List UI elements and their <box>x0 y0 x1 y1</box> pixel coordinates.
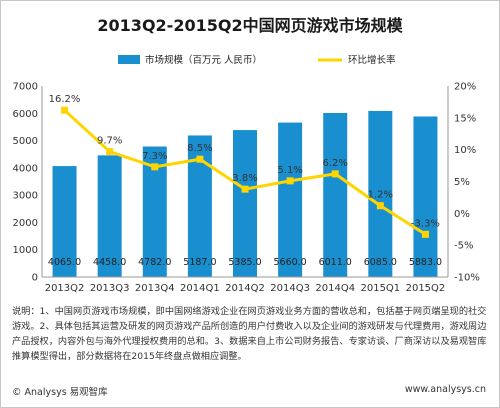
bar <box>368 110 393 277</box>
bar-value-label: 6085.0 <box>364 257 397 268</box>
line-value-label: 6.2% <box>323 158 348 169</box>
right-tick-label: 10% <box>454 145 476 156</box>
x-tick-label: 2014Q3 <box>270 283 310 294</box>
bar-value-label: 5883.0 <box>409 257 442 268</box>
left-tick-label: 6000 <box>13 109 38 120</box>
x-tick-label: 2013Q4 <box>135 283 175 294</box>
right-tick-label: 0% <box>454 209 470 220</box>
x-tick-label: 2014Q1 <box>180 283 220 294</box>
left-tick-label: 2000 <box>13 218 38 229</box>
axes-layer: 0 1000 2000 3000 4000 5000 6000 7000 -10% -5% 0% 5%… <box>13 82 480 295</box>
footer-url: www.analysys.cn <box>404 384 486 395</box>
left-tick-label: 3000 <box>13 191 38 202</box>
chart-title: 2013Q2-2015Q2中国网页游戏市场规模 <box>97 16 403 35</box>
x-tick-label: 2013Q3 <box>90 283 130 294</box>
bar <box>52 166 77 277</box>
line-value-label: 9.7% <box>97 136 122 147</box>
line-value-label: 3.8% <box>232 173 257 184</box>
line-point <box>196 155 204 163</box>
legend: 市场规模（百万元 人民币） 环比增长率 <box>118 54 396 66</box>
line-point <box>421 230 429 238</box>
legend-bar-label: 市场规模（百万元 人民币） <box>145 54 262 66</box>
bar <box>233 130 257 277</box>
left-tick-label: 1000 <box>13 245 38 256</box>
line-point <box>151 163 159 171</box>
x-tick-label: 2014Q2 <box>225 283 265 294</box>
bar-value-label: 5660.0 <box>273 257 306 268</box>
x-tick-label: 2014Q4 <box>315 283 355 294</box>
x-tick-label: 2015Q1 <box>360 283 400 294</box>
bar-value-label: 5187.0 <box>183 257 216 268</box>
legend-line-label: 环比增长率 <box>348 54 396 66</box>
line-layer: 16.2% 9.7% 7.3% 8.5% 3.8% 5.1% 6.2% 1.2% -3.3% <box>49 94 440 238</box>
right-tick-label: 15% <box>454 113 476 124</box>
line-point <box>106 148 114 156</box>
right-tick-label: -5% <box>454 241 473 252</box>
line-point <box>241 185 249 193</box>
left-tick-label: 4000 <box>13 163 38 174</box>
right-tick-label: 5% <box>454 177 470 188</box>
bar-value-label: 5385.0 <box>228 257 261 268</box>
line-point <box>376 202 384 210</box>
line-value-label: 8.5% <box>187 143 212 154</box>
bar <box>278 122 303 277</box>
left-tick-label: 5000 <box>13 136 38 147</box>
x-tick-label: 2013Q2 <box>45 283 85 294</box>
footer-brand: © Analysys 易观智库 <box>12 387 108 398</box>
bar-value-label: 4782.0 <box>138 257 171 268</box>
right-tick-label: -10% <box>454 273 480 284</box>
explanatory-note: 说明：1、中国网页游戏市场规模，即中国网络游戏企业在网页游戏业务方面的营收总和，… <box>12 306 487 362</box>
bar-value-label: 4065.0 <box>48 257 81 268</box>
bar <box>97 155 122 277</box>
right-tick-label: 20% <box>454 82 476 93</box>
left-tick-label: 0 <box>32 273 38 284</box>
line-value-label: 5.1% <box>277 165 302 176</box>
line-point <box>61 106 69 114</box>
chart-canvas: 4065.0 4458.0 4782.0 5187.0 5385.0 5660.0 6011… <box>13 54 480 295</box>
legend-bar-swatch <box>118 55 140 64</box>
bar-value-label: 6011.0 <box>319 257 352 268</box>
x-tick-label: 2015Q2 <box>406 283 446 294</box>
bar <box>323 112 348 278</box>
line-value-label: 16.2% <box>49 94 81 105</box>
bar-value-label: 4458.0 <box>93 257 126 268</box>
line-value-label: 7.3% <box>142 151 167 162</box>
line-value-label: 1.2% <box>368 190 393 201</box>
bar <box>413 116 438 277</box>
bars-layer: 4065.0 4458.0 4782.0 5187.0 5385.0 5660.0 6011… <box>48 110 442 278</box>
line-point <box>286 177 294 185</box>
line-point <box>331 170 339 178</box>
line-value-label: -3.3% <box>411 218 440 229</box>
left-tick-label: 7000 <box>13 82 38 93</box>
